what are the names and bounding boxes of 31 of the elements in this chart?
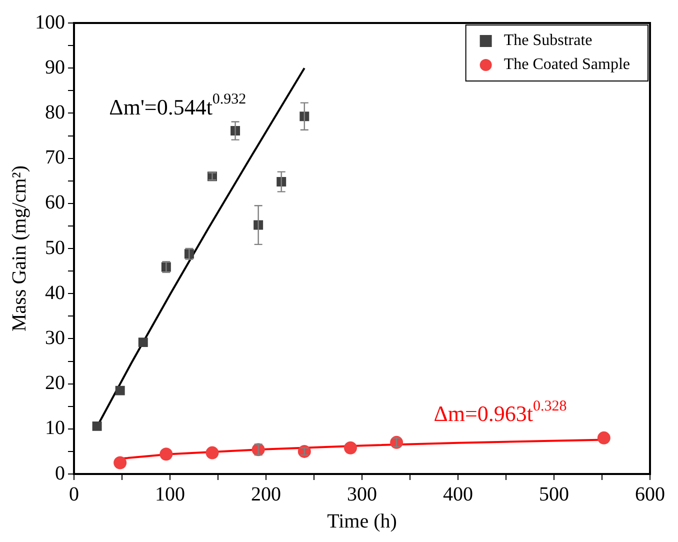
x-tick-label: 600 [635,483,665,506]
x-tick-label: 400 [443,483,473,506]
point [115,386,125,396]
y-tick-label: 30 [45,326,65,349]
legend-label: The Substrate [504,32,592,50]
y-tick-label: 60 [45,192,65,214]
x-axis-title: Time (h) [327,510,397,532]
y-tick-label: 10 [45,417,65,440]
x-tick-label: 500 [539,483,569,506]
point [206,446,219,460]
x-tick-label: 200 [251,483,281,506]
y-tick-label: 40 [45,282,65,304]
point [160,448,173,461]
point [138,338,148,348]
x-tick-label: 100 [155,483,185,506]
point [597,431,610,444]
y-tick-label: 0 [55,462,65,484]
y-tick-label: 70 [45,146,65,169]
legend-label: The Coated Sample [504,56,630,74]
point [92,421,102,431]
y-tick-label: 20 [45,372,65,394]
x-tick-label: 300 [347,483,377,506]
point [344,441,357,454]
y-tick-label: 50 [45,236,65,259]
y-tick-label: 100 [35,11,65,34]
x-tick-label: 0 [69,483,79,506]
y-axis-title: Mass Gain (mg/cm²) [8,166,30,332]
y-tick-label: 90 [45,56,65,78]
point [114,456,127,470]
point [298,444,311,458]
y-tick-label: 80 [45,101,65,124]
